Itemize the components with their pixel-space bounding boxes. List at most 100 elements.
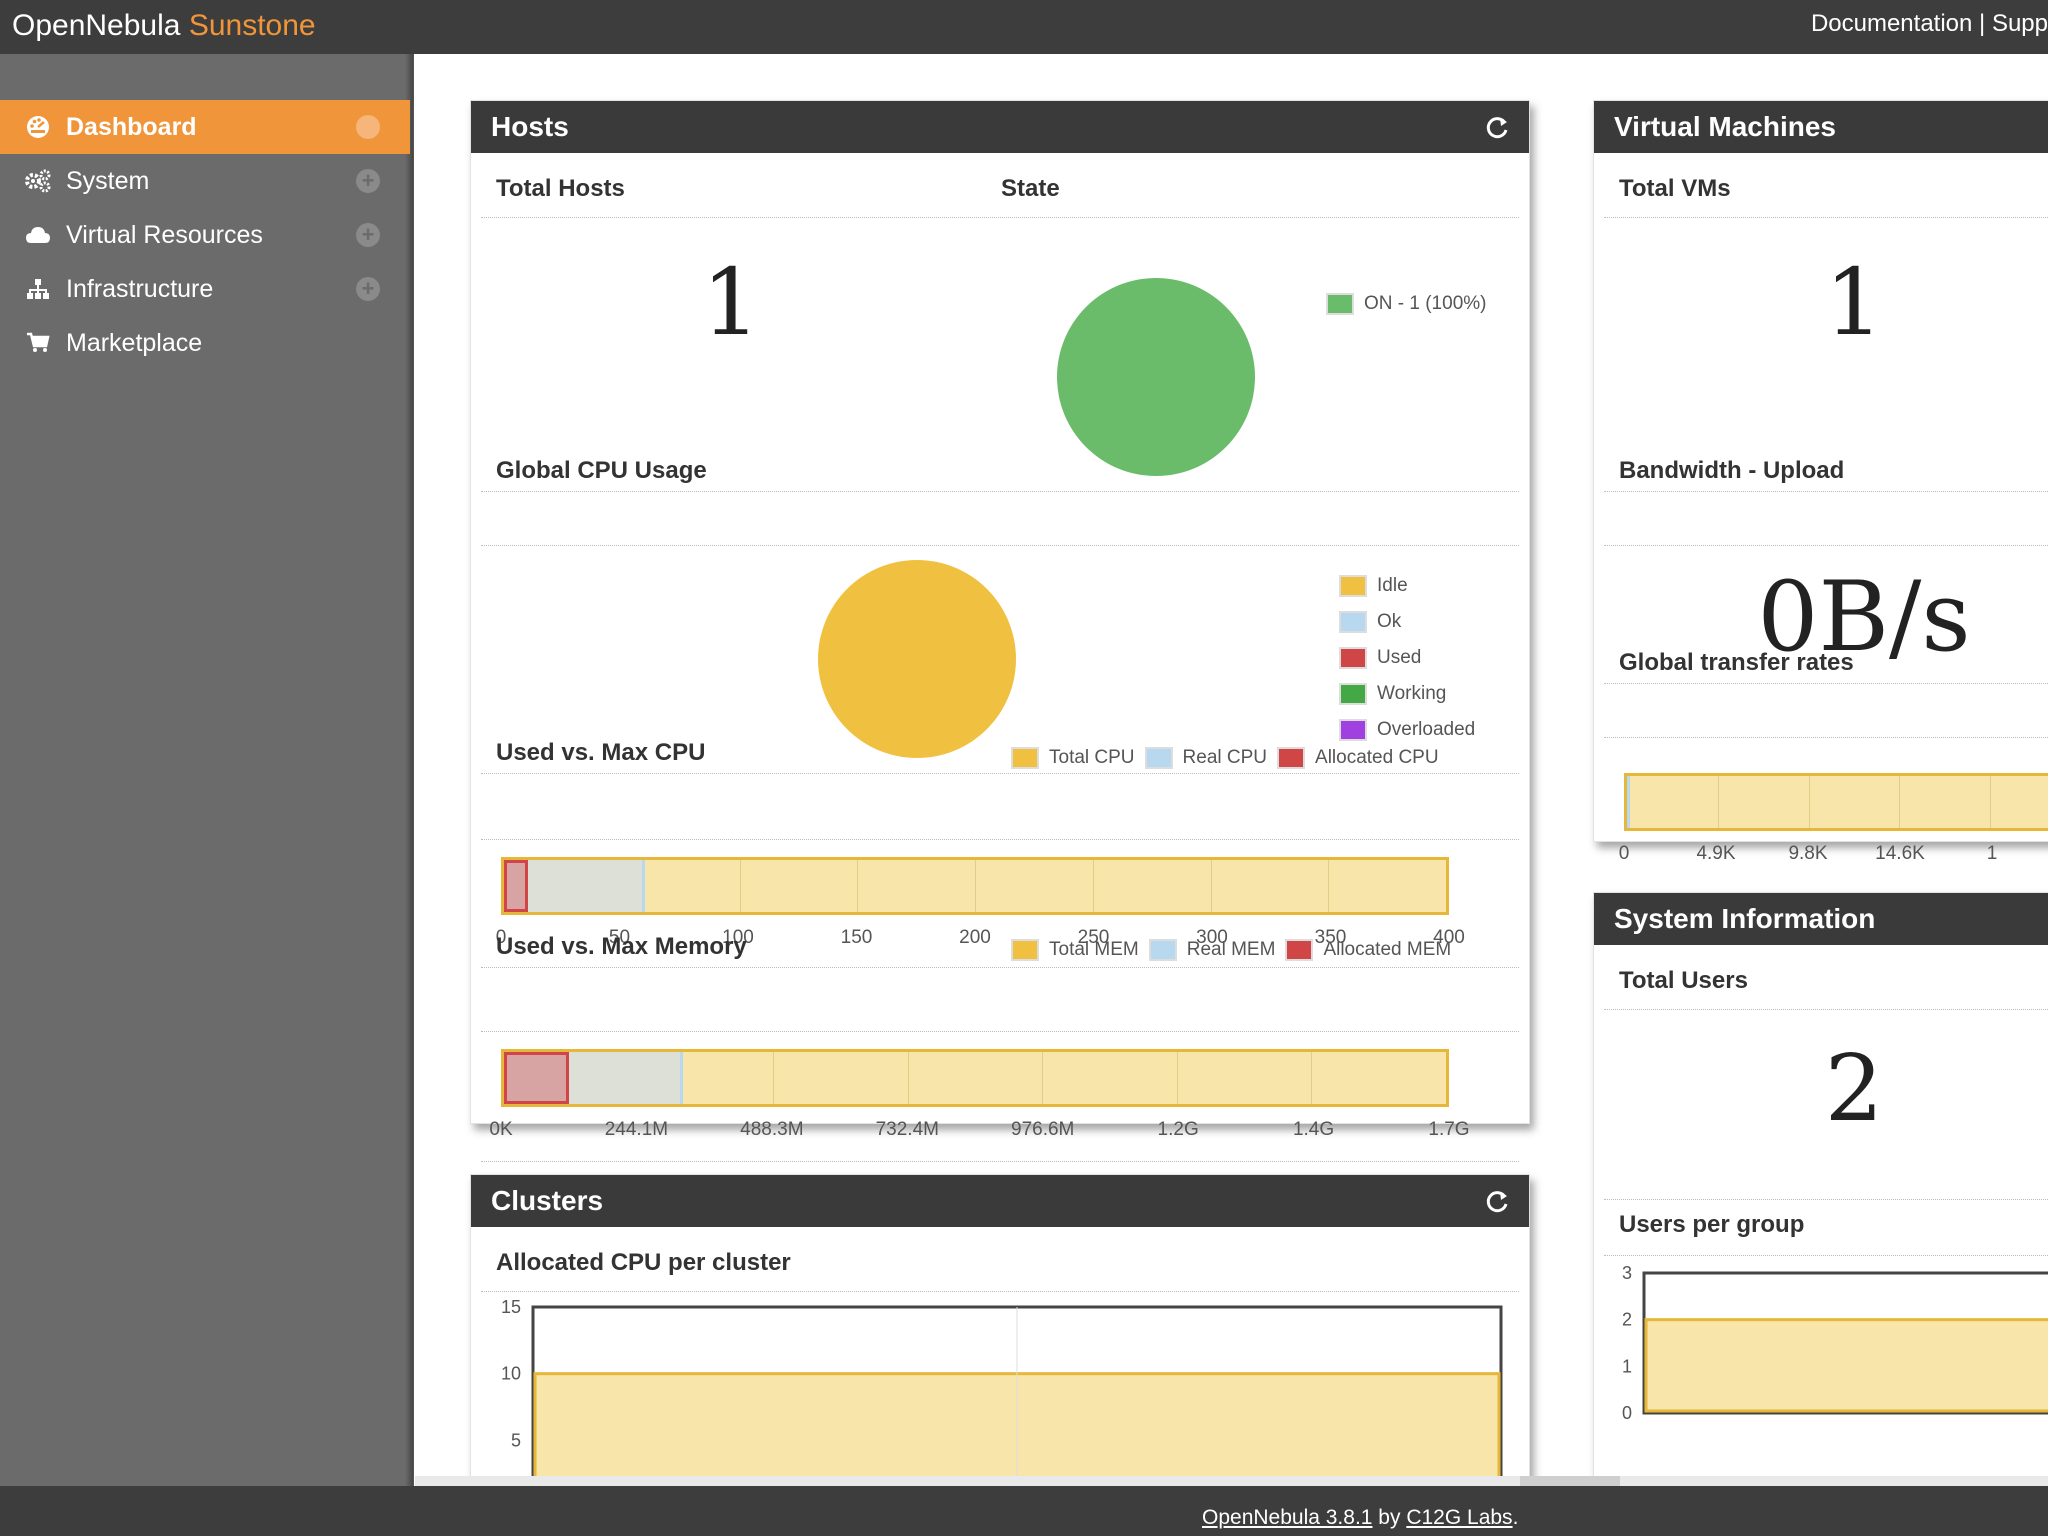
total-users-title: Total Users — [1619, 967, 1748, 994]
axis-tick-label: 350 — [1314, 927, 1347, 948]
sidebar: Dashboard + System + Virtual Resources +… — [0, 54, 414, 1486]
sidebar-item-marketplace[interactable]: Marketplace — [0, 316, 410, 370]
grid-line — [1328, 860, 1330, 912]
sidebar-item-label: Infrastructure — [66, 274, 214, 303]
axis-tick-label: 0K — [489, 1119, 513, 1140]
legend-label: Allocated CPU — [1315, 747, 1439, 768]
horizontal-scrollbar[interactable] — [415, 1476, 2048, 1486]
state-title: State — [1001, 175, 1060, 202]
divider — [481, 773, 1519, 774]
cpu-chart-title: Used vs. Max CPU — [496, 739, 706, 766]
dashboard-icon — [24, 113, 52, 141]
pie-slice-on — [1057, 278, 1255, 476]
divider — [1604, 1255, 2048, 1256]
cpu-chart-legend: Total CPU Real CPU Allocated CPU — [1011, 747, 1439, 769]
hosts-panel: Hosts Total Hosts State 1 ON - 1 (100%) … — [470, 100, 1530, 1162]
scrollbar-thumb[interactable] — [1520, 1476, 1620, 1486]
divider — [481, 217, 1519, 218]
documentation-link[interactable]: Documentation | — [1810, 10, 1986, 37]
total-vms-title: Total VMs — [1619, 175, 1731, 202]
grid-line — [975, 860, 976, 912]
bandwidth-upload-title: Bandwidth - Upload — [1619, 457, 1845, 484]
expand-icon[interactable]: + — [356, 223, 380, 247]
sidebar-item-virtual-resources[interactable]: Virtual Resources + — [0, 208, 410, 262]
sidebar-item-system[interactable]: System + — [0, 154, 410, 208]
grid-line — [1042, 1052, 1044, 1104]
total-vms-value: 1 — [1824, 249, 1884, 356]
axis-tick-label: 250 — [1077, 927, 1110, 948]
memory-chart-title: Used vs. Max Memory — [496, 933, 747, 960]
sidebar-item-infrastructure[interactable]: Infrastructure + — [0, 262, 410, 316]
legend-swatch-used — [1339, 647, 1367, 669]
axis-tick-label: 50 — [608, 927, 631, 948]
total-hosts-title: Total Hosts — [496, 175, 625, 202]
grid-line — [1808, 776, 1810, 828]
total-hosts-value: 1 — [701, 249, 761, 356]
sidebar-item-label: System — [66, 166, 150, 195]
axis-tick-label: 3 — [1622, 1263, 1632, 1283]
legend-swatch-real — [1148, 939, 1177, 961]
axis-tick-label: 100 — [722, 927, 754, 948]
legend-swatch-allocated — [1277, 747, 1306, 769]
pie-slice-idle — [818, 560, 1016, 758]
axis-tick-label: 244.1M — [604, 1119, 669, 1140]
axis-tick-label: 15 — [501, 1297, 521, 1317]
panel-title: Clusters — [491, 1185, 604, 1216]
legend-label: Allocated MEM — [1323, 939, 1452, 960]
refresh-icon[interactable] — [1483, 1187, 1511, 1215]
legend-label: Overloaded — [1377, 719, 1476, 740]
axis-tick-label: 300 — [1196, 927, 1228, 948]
axis-tick-label: 1 — [1622, 1356, 1632, 1376]
divider — [1604, 1199, 2048, 1200]
expand-icon[interactable]: + — [356, 277, 380, 301]
legend-swatch-allocated — [1285, 939, 1314, 961]
axis-tick-label: 0 — [1618, 843, 1630, 864]
bar-real — [504, 860, 646, 912]
legend-swatch-total — [1011, 747, 1039, 769]
legend-label: Ok — [1377, 611, 1402, 632]
app-logo[interactable]: OpenNebula Sunstone — [12, 8, 316, 44]
legend-swatch-ok — [1339, 611, 1367, 633]
divider — [1604, 1009, 2048, 1010]
virtual-machines-panel: Virtual Machines Total VMs 1 Bandwidth -… — [1593, 100, 2048, 864]
version-link[interactable]: OpenNebula 3.8.1 — [1202, 1506, 1373, 1529]
grid-line — [739, 860, 741, 912]
panel-header: System Information — [1594, 893, 2048, 945]
axis-tick-label: 2 — [1622, 1310, 1632, 1330]
legend-item: Idle — [1339, 575, 1408, 597]
panel-title: Virtual Machines — [1614, 111, 1837, 142]
support-link[interactable]: Supp — [1991, 10, 2048, 37]
axis-tick-label: 1.2G — [1157, 1119, 1199, 1140]
host-state-pie — [1057, 278, 1255, 476]
cpu-bar-chart — [501, 857, 1449, 915]
grid-line — [1990, 776, 1992, 828]
legend-swatch-working — [1339, 683, 1367, 705]
expand-icon[interactable]: + — [356, 169, 380, 193]
refresh-icon[interactable] — [1483, 113, 1511, 141]
area-fill — [1644, 1318, 2048, 1413]
axis-tick-label: 732.4M — [875, 1119, 939, 1140]
system-information-panel: System Information Total Users 2 Users p… — [1593, 892, 2048, 1486]
grid-line — [1899, 776, 1901, 828]
panel-title: Hosts — [491, 111, 569, 142]
footer-by: by — [1372, 1506, 1407, 1529]
main-content: Hosts Total Hosts State 1 ON - 1 (100%) … — [415, 54, 2048, 1486]
divider — [481, 1291, 1519, 1292]
axis-tick-label: 200 — [959, 927, 991, 948]
legend-label: ON - 1 (100%) — [1364, 293, 1487, 314]
transfer-rate-chart — [1624, 773, 2048, 831]
legend-label: Real CPU — [1182, 747, 1268, 768]
logo-brand: OpenNebula — [12, 9, 181, 42]
sidebar-item-dashboard[interactable]: Dashboard + — [0, 100, 410, 154]
axis-tick-label: 488.3M — [740, 1119, 804, 1140]
legend-item: Overloaded — [1339, 719, 1475, 741]
panel-header: Virtual Machines — [1594, 101, 2048, 153]
divider — [481, 545, 1519, 546]
bar-allocated — [504, 860, 528, 912]
expand-icon[interactable]: + — [356, 115, 380, 139]
cogs-icon — [24, 167, 52, 195]
clusters-panel: Clusters Allocated CPU per cluster 15 10 5… — [470, 1174, 1530, 1486]
grid-line — [907, 1052, 909, 1104]
company-link[interactable]: C12G Labs — [1406, 1506, 1513, 1529]
axis-tick-label: 0 — [495, 927, 507, 948]
